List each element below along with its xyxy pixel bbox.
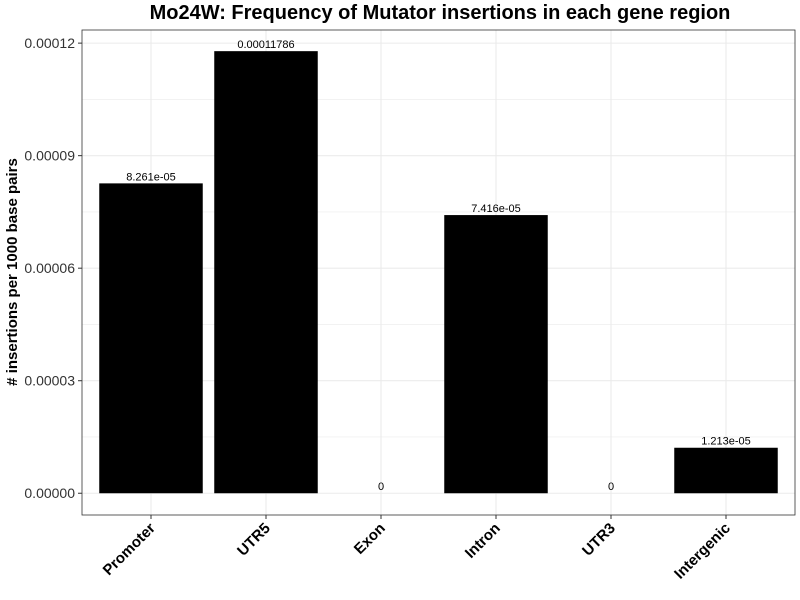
y-tick-label: 0.00006 — [24, 260, 75, 276]
data-label-exon: 0 — [378, 481, 384, 493]
y-tick-label: 0.00000 — [24, 485, 75, 501]
x-tick-label-utr3: UTR3 — [579, 520, 619, 560]
x-tick-label-promoter: Promoter — [100, 520, 159, 579]
x-tick-label-intron: Intron — [462, 520, 504, 562]
bar-intron — [444, 215, 548, 494]
x-tick-label-intergenic: Intergenic — [671, 520, 734, 583]
bar-promoter — [99, 183, 203, 494]
data-label-utr3: 0 — [608, 481, 614, 493]
y-axis-label: # insertions per 1000 base pairs — [4, 158, 21, 386]
data-label-intron: 7.416e-05 — [471, 203, 521, 215]
data-label-promoter: 8.261e-05 — [126, 171, 176, 183]
y-tick-label: 0.00012 — [24, 35, 75, 51]
data-label-utr5: 0.00011786 — [237, 39, 294, 51]
panel-border — [81, 29, 796, 516]
x-tick-label-utr5: UTR5 — [234, 520, 274, 560]
bar-intergenic — [674, 447, 778, 494]
y-axis: 0.00000 0.00003 0.00006 0.00009 0.00012 — [24, 35, 82, 501]
bar-layer — [99, 51, 778, 494]
y-tick-label: 0.00009 — [24, 148, 75, 164]
bar-utr5 — [214, 51, 318, 494]
y-tick-label: 0.00003 — [24, 373, 75, 389]
data-labels: 8.261e-05 0.00011786 0 7.416e-05 0 1.213e-05 — [126, 39, 751, 493]
x-tick-label-exon: Exon — [351, 520, 389, 558]
chart-title: Mo24W: Frequency of Mutator insertions i… — [149, 2, 731, 24]
x-axis: Promoter UTR5 Exon Intron UTR3 Intergenic — [100, 515, 734, 583]
data-label-intergenic: 1.213e-05 — [701, 436, 751, 448]
